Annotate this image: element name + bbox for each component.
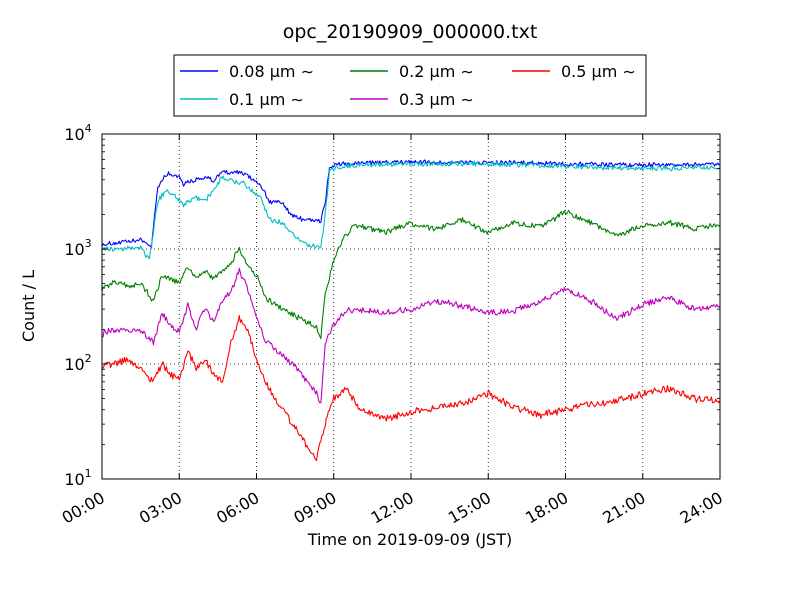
y-axis-label: Count / L bbox=[19, 270, 38, 342]
y-tick-label: 102 bbox=[64, 352, 91, 374]
legend-frame bbox=[173, 54, 647, 117]
legend-entry-label: 0.2 μm ∼ bbox=[399, 62, 474, 81]
y-tick-label: 103 bbox=[64, 237, 91, 259]
series-line bbox=[101, 315, 721, 462]
series-line bbox=[102, 267, 721, 404]
y-tick-label: 104 bbox=[64, 122, 91, 144]
legend-entry-label: 0.5 μm ∼ bbox=[561, 62, 636, 81]
axis-ticks bbox=[101, 133, 721, 480]
x-tick-label: 24:00 bbox=[677, 488, 726, 528]
x-tick-label: 09:00 bbox=[290, 488, 339, 528]
x-tick-label: 00:00 bbox=[59, 488, 108, 528]
series-line bbox=[101, 209, 721, 340]
x-tick-label: 12:00 bbox=[368, 488, 417, 528]
grid-lines bbox=[102, 134, 720, 479]
series-group bbox=[101, 159, 721, 462]
x-tick-label: 15:00 bbox=[445, 488, 494, 528]
chart-title: opc_20190909_000000.txt bbox=[283, 21, 538, 43]
x-tick-label: 06:00 bbox=[213, 488, 262, 528]
legend: 0.08 μm ∼ 0.1 μm ∼ 0.2 μm ∼ 0.3 μm ∼ 0.5 μm … bbox=[173, 54, 647, 117]
x-tick-label: 18:00 bbox=[522, 488, 571, 528]
x-tick-label: 21:00 bbox=[599, 488, 648, 528]
y-tick-label: 101 bbox=[64, 467, 91, 489]
legend-entry-label: 0.1 μm ∼ bbox=[229, 90, 304, 109]
series-line bbox=[101, 159, 720, 249]
x-tick-label: 03:00 bbox=[136, 488, 185, 528]
series-line bbox=[101, 160, 721, 260]
legend-entry-label: 0.08 μm ∼ bbox=[229, 62, 314, 81]
legend-entry-label: 0.3 μm ∼ bbox=[399, 90, 474, 109]
x-tick-labels: 00:00 03:00 06:00 09:00 12:00 15:00 18:00 21:00… bbox=[59, 488, 726, 528]
x-axis-label: Time on 2019-09-09 (JST) bbox=[307, 530, 512, 549]
y-tick-labels: 101 102 103 104 bbox=[64, 122, 91, 489]
